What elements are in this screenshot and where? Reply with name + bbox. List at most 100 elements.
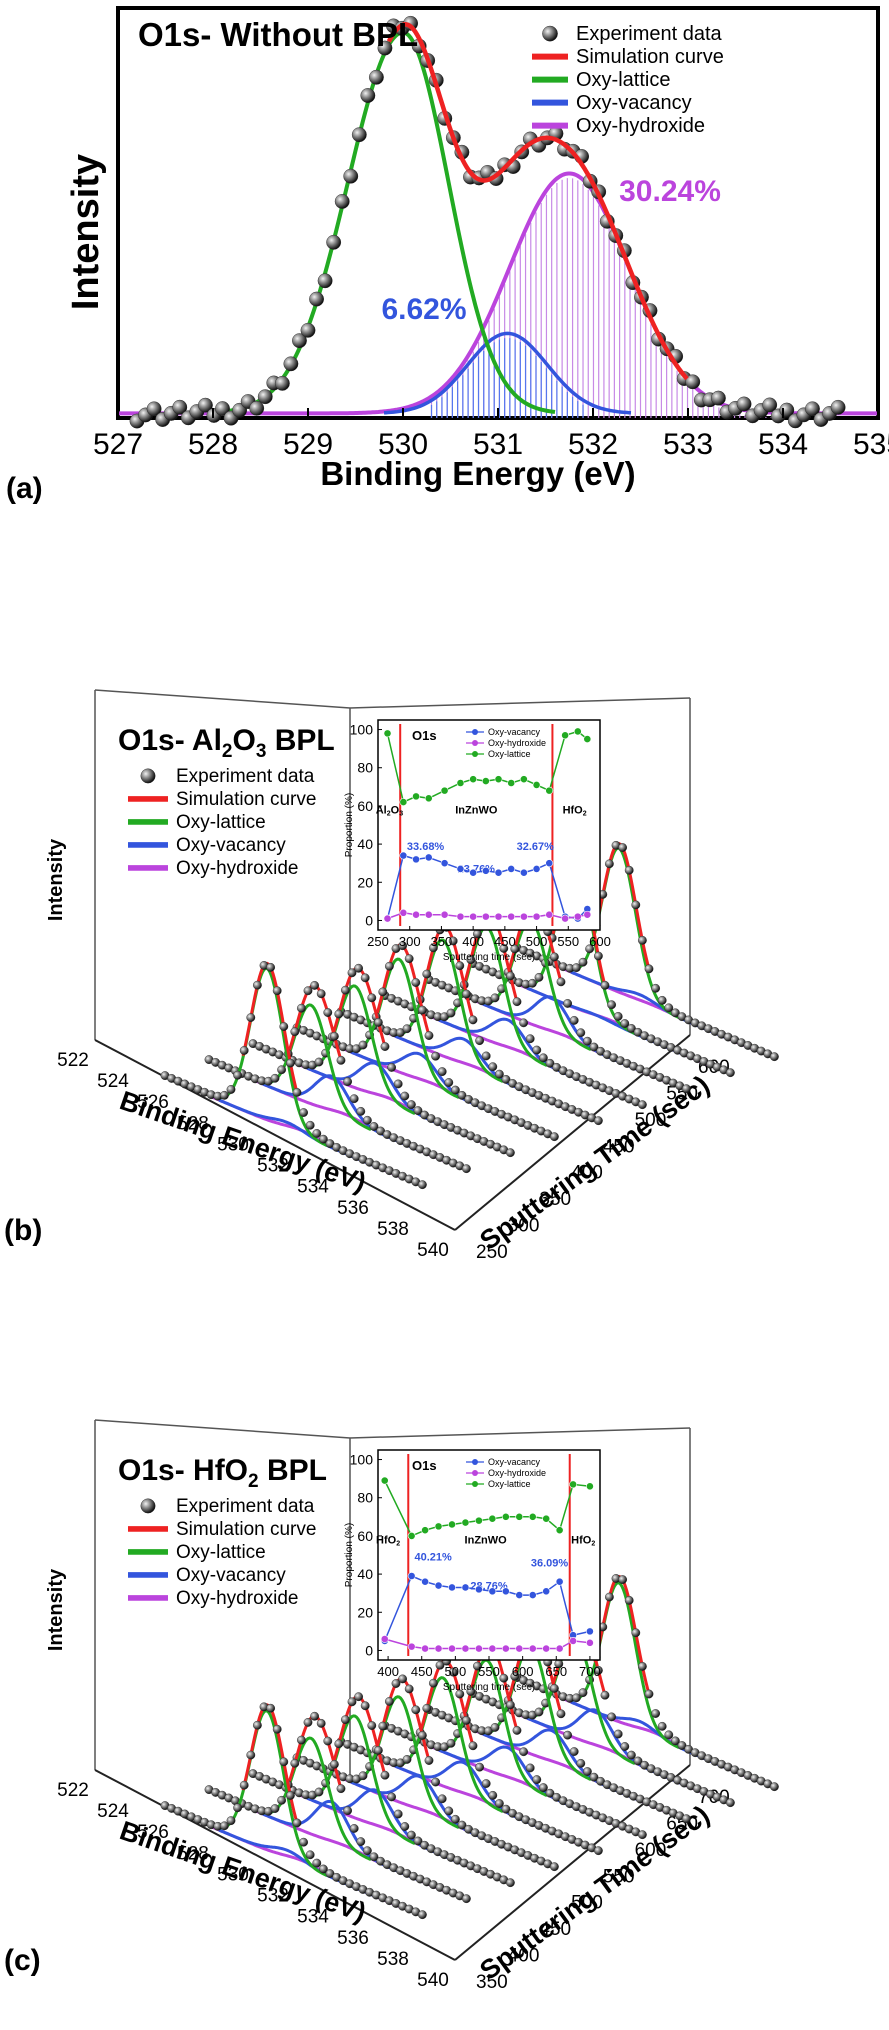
- panel-c-inset-series-point: [421, 1526, 429, 1535]
- panel-c-slice-data-point: [393, 1809, 403, 1819]
- panel-a-data-point: [334, 194, 350, 209]
- panel-c-slice-data-point: [424, 1756, 434, 1765]
- panel-c-inset-series-point: [501, 1644, 510, 1653]
- panel-b-legend-label-1: Simulation curve: [176, 789, 316, 810]
- panel-b-slice-data-point: [627, 1024, 636, 1033]
- panel-a-data-point: [274, 375, 290, 391]
- panel-c-x-axis: 522 524 526 528 530 532 534 536 538 540: [57, 1780, 449, 1991]
- panel-b-inset-series-point: [573, 912, 582, 921]
- panel-c-slice-data-point: [347, 1697, 357, 1707]
- panel-b-x-tick-label: 526: [137, 1092, 169, 1113]
- panel-c-slice-data-point: [437, 1794, 447, 1804]
- panel-c-slice-simulation: [373, 1677, 431, 1761]
- panel-b-slice-data-point: [556, 977, 566, 987]
- panel-c-slice-data-point: [356, 1837, 366, 1847]
- panel-b-slice-data-point: [428, 943, 438, 953]
- panel-c-inset-x-tick-label: 550: [478, 1664, 500, 1679]
- panel-c-z-axis-label: Sputtering Time (sec): [474, 1800, 715, 1986]
- panel-b-slice-data-point: [406, 1100, 416, 1110]
- panel-c-slice-data-point: [620, 1742, 630, 1751]
- panel-b-z-tick-label: 350: [539, 1189, 571, 1210]
- panel-b-inset-series-point: [494, 868, 503, 877]
- panel-c-slice-data-point: [367, 1721, 377, 1730]
- panel-b-inset-series-point: [583, 735, 592, 743]
- panel-b-inset-x-tick-label: 600: [589, 934, 611, 949]
- panel-a-data-point: [249, 400, 265, 416]
- panel-c-inset: 0 20 40 60 80 100 400 450 500 550 600 650 700 Sputter…: [344, 1449, 601, 1693]
- panel-c-slice-data-point: [578, 1688, 588, 1698]
- panel-b-slice-data-point: [594, 1116, 603, 1126]
- panel-c-slice-data-point: [277, 1795, 286, 1805]
- panel-c-slice-data-point: [481, 1779, 491, 1788]
- panel-b-x-tick-label: 538: [377, 1219, 409, 1240]
- panel-b-x-tick-label: 532: [257, 1156, 289, 1177]
- panel-b-slice-data-point: [360, 973, 370, 983]
- panel-c-slice-data-point: [605, 1592, 614, 1602]
- panel-b-slice-data-point: [439, 1012, 449, 1022]
- panel-c-slice-data-point: [349, 1824, 359, 1833]
- panel-c-inset-legend-dot: [472, 1459, 478, 1465]
- panel-b-inset-series-point: [519, 775, 528, 784]
- panel-b-slice-data-point: [494, 1069, 504, 1079]
- panel-c-slice-data-point: [431, 1777, 440, 1787]
- panel-c-slice-data-point: [525, 1763, 535, 1773]
- panel-c-slice-data-point: [272, 1724, 282, 1734]
- panel-c-slice-data-point: [310, 1711, 319, 1721]
- panel-b-slice-data-point: [354, 963, 363, 973]
- panel-c-slice-data-point: [490, 1723, 500, 1732]
- panel-c-inset-series-point: [461, 1644, 470, 1653]
- panel-b-slice-data-point: [576, 1028, 586, 1038]
- panel-b-slice-data-point: [539, 1053, 548, 1063]
- panel-c-slice-data-point: [576, 1758, 586, 1768]
- panel-c-slice-data-point: [550, 1684, 559, 1693]
- panel-b-inset-series-point: [481, 777, 490, 785]
- panel-c-slice-data-point: [550, 1862, 559, 1872]
- panel-b-slice-data-point: [563, 999, 572, 1008]
- panel-b-slice-data-point: [226, 1085, 236, 1094]
- panel-b-slice-data-point: [618, 843, 627, 852]
- panel-a-data-point: [283, 356, 299, 372]
- panel-c-inset-series-point: [528, 1644, 537, 1653]
- panel-c-legend-marker-0: [140, 1498, 156, 1514]
- panel-a-data-point: [172, 399, 188, 415]
- panel-b-y-axis-label: Intensity: [45, 838, 67, 921]
- panel-c-slice-data-point: [600, 1690, 610, 1700]
- panel-b-inset-series-point: [469, 912, 478, 921]
- panel-b-slice-data-point: [413, 1106, 423, 1116]
- panel-b-inset-series-point: [469, 868, 478, 877]
- panel-c-slice-data-point: [358, 1771, 368, 1781]
- panel-a-x-tick-label: 531: [473, 428, 523, 461]
- panel-c-slice-data-point: [519, 1747, 528, 1757]
- panel-b-slice-data-point: [292, 1088, 302, 1097]
- panel-c-slice-data-point: [534, 1707, 544, 1717]
- panel-c-slice-data-point: [292, 1818, 302, 1828]
- panel-b-inset-x-tick-label: 300: [399, 934, 421, 949]
- panel-c-z-tick-label: 600: [635, 1840, 667, 1861]
- panel-c-slice-data-point: [455, 1689, 465, 1699]
- panel-c-slice-data-point: [406, 1830, 416, 1840]
- panel-c-inset-series-point: [448, 1583, 456, 1592]
- panel-c-inset-region-label: HfO2: [571, 1535, 595, 1548]
- panel-b-inset-y-tick-label: 60: [357, 798, 373, 814]
- panel-c-slice-data-point: [572, 1693, 581, 1703]
- panel-a-data-point: [351, 127, 367, 143]
- panel-b-slice-data-point: [501, 1075, 511, 1084]
- panel-c-slice-data-point: [448, 1667, 458, 1677]
- panel-c-slice-data-point: [461, 1894, 471, 1904]
- panel-c-slice-data-point: [299, 1837, 308, 1847]
- panel-b-slice-data-point: [349, 1094, 359, 1104]
- panel-b-slice-data-point: [417, 1005, 427, 1015]
- panel-b-slice-data-point: [334, 1009, 344, 1019]
- panel-b-inset-series-point: [507, 779, 516, 787]
- panel-b-inset-legend-dot: [472, 740, 478, 746]
- panel-a-x-tick-label: 534: [758, 428, 808, 461]
- panel-c-inset-x-tick-label: 700: [579, 1664, 601, 1679]
- panel-b-inset-series-point: [424, 910, 433, 919]
- panel-c-slice-data-point: [770, 1782, 779, 1792]
- panel-c-x-tick-label: 536: [337, 1928, 369, 1949]
- panel-b-inset-series-point: [532, 781, 541, 789]
- panel-b-slice-data-point: [272, 986, 282, 996]
- panel-b-slice-data-point: [583, 1036, 592, 1046]
- panel-b-slice-data-point: [644, 964, 654, 974]
- panel-b-inset-region-label: InZnWO: [455, 805, 498, 817]
